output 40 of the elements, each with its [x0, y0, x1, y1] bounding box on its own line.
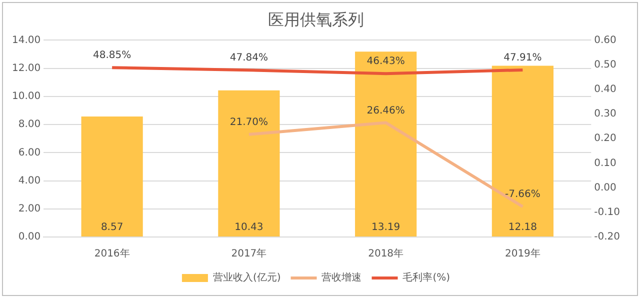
y2-tick-label: 0.10: [594, 158, 616, 169]
bar: [355, 52, 417, 236]
y-tick-label: 0.00: [18, 232, 41, 243]
y2-tick-label: 0.30: [594, 108, 616, 120]
x-tick-label: 2016年: [94, 248, 130, 260]
data-label: 10.43: [234, 222, 264, 234]
data-label: 47.91%: [504, 52, 542, 64]
bar: [81, 116, 143, 236]
y2-tick-label: 0.60: [594, 34, 616, 46]
legend-label: 营收增速: [322, 272, 362, 284]
data-label: 21.70%: [230, 117, 268, 128]
data-label: 46.43%: [366, 56, 405, 68]
y2-tick-label: 0.50: [594, 59, 616, 70]
y2-tick-label: 0.20: [594, 133, 616, 144]
y-tick-label: 10.00: [12, 91, 41, 102]
x-tick-label: 2017年: [231, 248, 267, 260]
y-tick-label: 4.00: [18, 175, 41, 186]
x-tick-label: 2019年: [504, 248, 540, 260]
x-tick-label: 2018年: [368, 248, 404, 260]
data-label: 26.46%: [366, 105, 405, 116]
y-tick-label: 6.00: [18, 147, 41, 158]
chart-title: 医用供氧系列: [268, 10, 364, 29]
y-tick-label: 8.00: [18, 119, 41, 130]
data-label: -7.66%: [504, 189, 540, 200]
bar: [218, 90, 280, 236]
data-label: 12.18: [508, 222, 538, 234]
y2-tick-label: -0.20: [594, 232, 620, 243]
data-label: 47.84%: [230, 52, 268, 64]
y-tick-label: 12.00: [12, 62, 41, 74]
y2-tick-label: -0.10: [594, 206, 620, 218]
legend-label: 营业收入(亿元): [212, 272, 281, 284]
data-label: 8.57: [100, 222, 124, 234]
y-tick-label: 14.00: [12, 34, 41, 46]
y2-tick-label: 0.00: [594, 182, 616, 194]
legend-label: 毛利率(%): [402, 272, 450, 284]
y2-tick-label: 0.40: [594, 84, 616, 95]
data-label: 48.85%: [92, 50, 132, 62]
y-tick-label: 2.00: [18, 203, 41, 214]
data-label: 13.19: [371, 222, 400, 234]
bar: [492, 66, 554, 236]
